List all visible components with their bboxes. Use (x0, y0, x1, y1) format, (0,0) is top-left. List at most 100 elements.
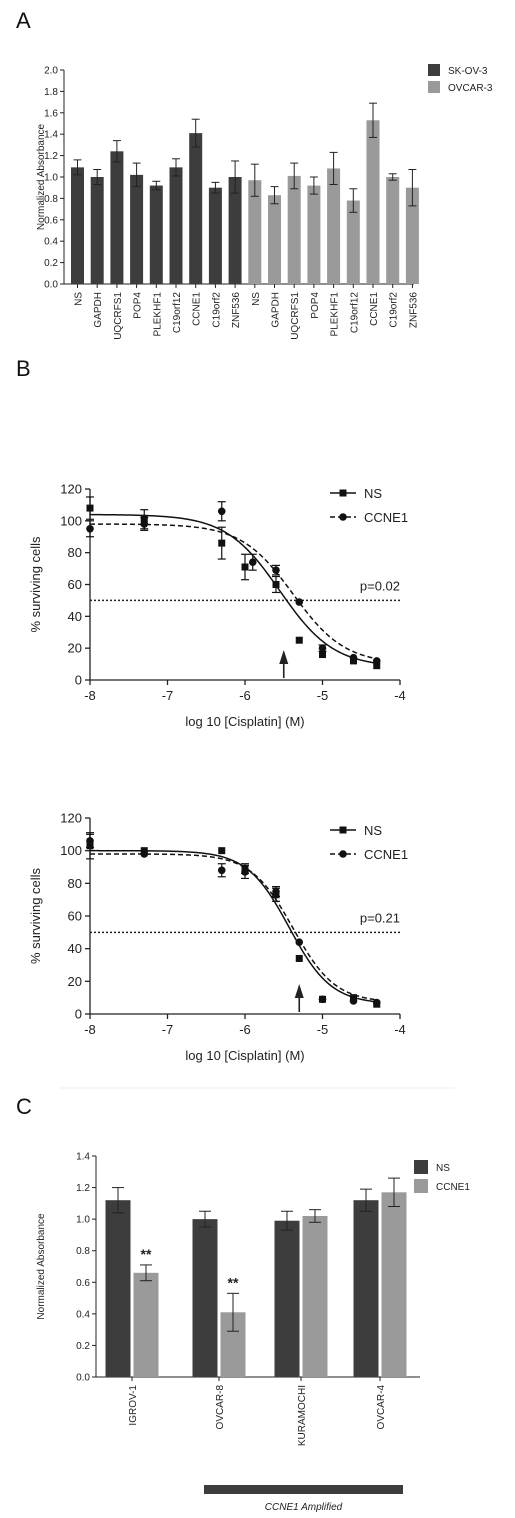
data-point-circle (349, 653, 358, 662)
x-tick-label: -4 (394, 1022, 406, 1037)
x-tick-label: CCNE1 (369, 292, 380, 326)
x-tick-label: C19orf2 (211, 292, 222, 328)
data-point-square (272, 581, 280, 588)
bar (105, 1200, 131, 1377)
y-tick-label: 1.4 (76, 1152, 90, 1163)
x-tick-label: POP4 (133, 292, 144, 319)
y-tick-label: 0.2 (76, 1341, 90, 1352)
y-tick-label: 0.2 (44, 258, 58, 269)
data-point-circle (318, 995, 327, 1004)
data-point-circle (318, 644, 327, 652)
y-tick-label: 0.6 (76, 1278, 90, 1289)
x-tick-label: OVCAR-8 (215, 1385, 226, 1430)
data-point-square (241, 563, 249, 571)
bar (192, 1219, 218, 1377)
legend-swatch (428, 81, 440, 93)
chart-c: 0.0 0.2 0.4 0.6 0.8 1.0 1.2 1.4 Normalized Absor… (36, 1152, 470, 1514)
y-tick-label: 1.2 (44, 151, 58, 162)
x-tick-label: GAPDH (271, 292, 282, 328)
bar (274, 1220, 300, 1377)
data-point-square (295, 636, 303, 644)
data-point-circle (295, 938, 304, 946)
data-point-circle (86, 837, 94, 845)
bar (208, 187, 222, 284)
y-tick-label: 0.8 (44, 194, 58, 205)
x-tick-label: UQCRFS1 (290, 292, 301, 340)
legend-marker (339, 826, 347, 834)
x-axis-label: log 10 [Cisplatin] (M) (185, 1048, 304, 1063)
p-value-annotation: p=0.21 (360, 910, 400, 925)
bar (346, 200, 360, 284)
bar (169, 167, 183, 284)
data-point-circle (217, 866, 226, 875)
y-tick-label: 2.0 (44, 66, 58, 77)
legend-marker (339, 850, 347, 858)
data-point-circle (86, 524, 94, 533)
legend-marker (339, 489, 347, 497)
bar (353, 1200, 379, 1377)
chart-a: 0.0 0.2 0.4 0.6 0.8 1.0 1.2 1.4 1.6 1.8 2.0 Normali… (36, 64, 493, 340)
y-tick-label: 20 (68, 641, 82, 656)
bar (110, 151, 124, 284)
x-tick-label: -7 (162, 1022, 174, 1037)
x-tick-label: C19orf12 (172, 292, 183, 334)
x-tick-label: -4 (394, 688, 406, 703)
bar (366, 120, 380, 284)
x-tick-label: C19orf12 (349, 292, 360, 334)
data-point-circle (241, 868, 249, 876)
amplified-group-bar (204, 1485, 403, 1494)
y-tick-label: 0.0 (44, 280, 58, 291)
x-tick-label: -6 (239, 1022, 251, 1037)
y-tick-label: 1.8 (44, 87, 58, 98)
y-tick-label: 1.2 (76, 1183, 90, 1194)
data-point-circle (272, 566, 280, 574)
bar (405, 187, 419, 284)
data-point-circle (140, 850, 149, 858)
x-tick-label: C19orf2 (389, 292, 400, 328)
y-tick-label: 0.4 (76, 1309, 90, 1320)
x-tick-label: PLEKHF1 (152, 292, 163, 337)
legend-label: NS (364, 486, 382, 501)
y-tick-label: 100 (60, 513, 82, 528)
y-tick-label: 0.6 (44, 215, 58, 226)
legend-label: CCNE1 (364, 510, 408, 525)
bar (228, 177, 242, 284)
data-point-circle (349, 997, 358, 1005)
x-tick-label: UQCRFS1 (113, 292, 124, 340)
bar (381, 1192, 407, 1377)
significance-marker: ** (228, 1274, 239, 1290)
data-point-square (319, 651, 326, 659)
bar (133, 1272, 159, 1377)
bar (327, 168, 341, 284)
x-tick-label: -8 (84, 688, 96, 703)
panel-label-b: B (16, 356, 31, 381)
data-point-circle (217, 507, 226, 516)
x-tick-label: PLEKHF1 (330, 292, 341, 337)
ic50-arrow-head (279, 650, 289, 664)
legend-label: NS (364, 823, 382, 838)
x-tick-label: -6 (239, 688, 251, 703)
y-tick-label: 0.0 (76, 1373, 90, 1384)
x-axis-label: log 10 [Cisplatin] (M) (185, 714, 304, 729)
significance-marker: ** (141, 1246, 152, 1262)
y-tick-label: 0 (75, 673, 82, 688)
y-axis-label: Normalized Absorbance (36, 1213, 47, 1320)
y-tick-label: 20 (68, 974, 82, 989)
data-point-square (373, 662, 381, 670)
bar (307, 185, 321, 284)
panel-label-a: A (16, 8, 31, 33)
chart-b-bottom: 0 20 40 60 80 100 120 -8 -7 -6 -5 -4 log 10 [Cisplat… (28, 811, 408, 1064)
y-tick-label: 40 (68, 941, 82, 956)
y-tick-label: 0 (75, 1007, 82, 1022)
legend-label: SK-OV-3 (448, 66, 488, 77)
bar (268, 195, 281, 284)
y-tick-label: 1.0 (76, 1215, 90, 1226)
data-point-square (218, 847, 226, 855)
x-tick-label: IGROV-1 (128, 1385, 139, 1426)
data-point-square (218, 539, 226, 547)
bar (386, 177, 400, 284)
legend-swatch (428, 64, 440, 76)
legend-swatch (414, 1160, 428, 1174)
x-tick-label: -8 (84, 1022, 96, 1037)
